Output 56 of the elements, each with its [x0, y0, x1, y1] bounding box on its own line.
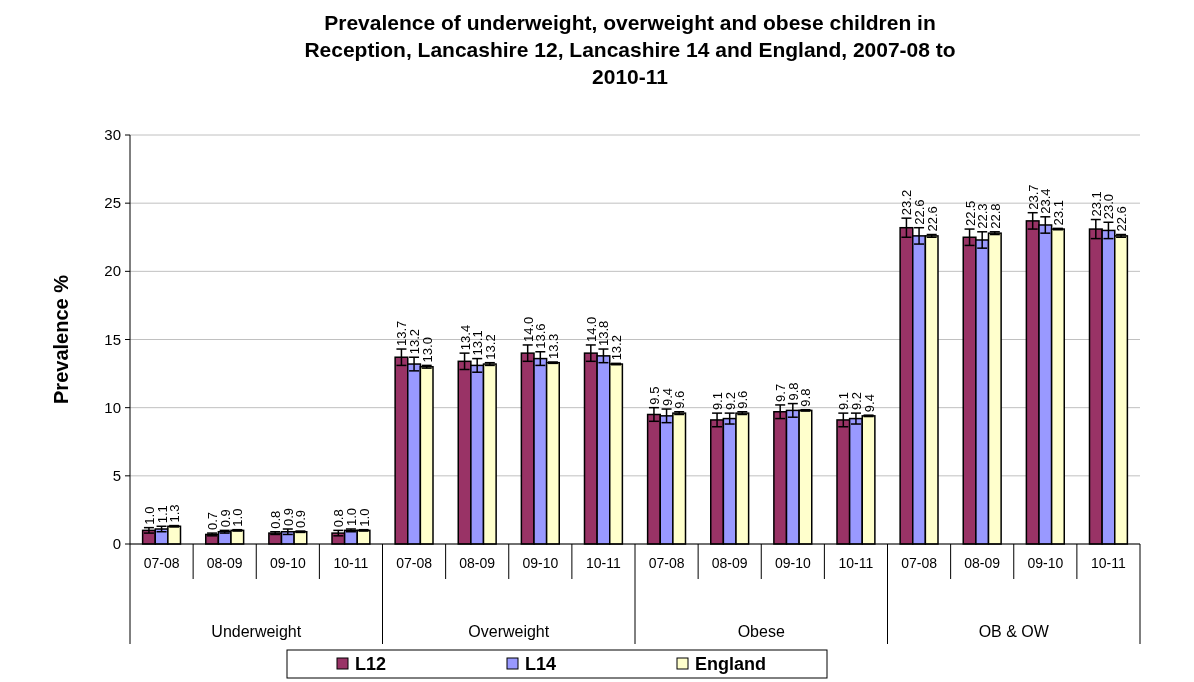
data-label: 23.0	[1101, 193, 1117, 220]
legend-label: L14	[525, 654, 557, 674]
legend-label: L12	[355, 654, 387, 674]
data-label: 9.4	[861, 394, 877, 413]
text: Overweight	[468, 623, 550, 640]
x-tick-label: 09-10	[522, 555, 559, 571]
x-tick-label: 10-11	[586, 555, 622, 571]
data-label: 23.7	[1025, 184, 1041, 210]
x-tick-label: 09-10	[774, 555, 811, 571]
data-label: 1.1	[154, 505, 170, 524]
data-label: 22.5	[962, 200, 978, 227]
chart-title: Prevalence of underweight, overweight and obese children in Reception, Lancashire 12, Lancashire 14 and England, 2007-08 to 2010-11	[304, 11, 956, 88]
x-tick-label: 07-08	[143, 555, 180, 571]
text: OB & OW	[978, 623, 1050, 640]
data-label: 22.6	[1114, 206, 1130, 232]
data-label: 1.0	[230, 508, 246, 527]
y-tick-label: 25	[104, 194, 121, 212]
y-tick-label: 30	[104, 126, 121, 143]
data-label: 9.6	[735, 390, 751, 409]
x-tick-label: 08-09	[711, 555, 748, 571]
x-tick-label: 10-11	[1091, 555, 1127, 571]
x-tick-label: 07-08	[901, 555, 938, 571]
y-tick-label: 5	[112, 466, 121, 484]
data-label: 13.7	[394, 320, 410, 347]
x-tick-label: 08-09	[206, 555, 243, 571]
data-label: 9.4	[659, 387, 675, 407]
data-label: 14.0	[583, 316, 599, 342]
data-label: 23.2	[899, 189, 915, 216]
data-label: 9.5	[646, 386, 662, 405]
y-tick-label: 15	[104, 330, 121, 348]
data-label: 1.0	[356, 508, 372, 527]
data-label: 13.2	[609, 335, 625, 361]
data-label: 9.8	[798, 388, 814, 407]
x-tick-label: 10-11	[838, 555, 874, 571]
y-tick-label: 10	[104, 398, 121, 416]
x-tick-label: 07-08	[648, 555, 685, 571]
x-tick-label: 09-10	[1027, 555, 1064, 571]
y-tick-label: 20	[104, 262, 121, 280]
x-tick-label: 10-11	[333, 555, 369, 571]
x-tick-label: 08-09	[964, 555, 1001, 571]
data-label: 23.1	[1088, 191, 1104, 217]
data-label: 13.8	[596, 320, 612, 347]
data-label: 13.4	[457, 324, 473, 351]
data-label: 14.0	[520, 316, 536, 342]
data-label: 1.0	[141, 506, 157, 525]
x-tick-label: 08-09	[459, 555, 496, 571]
y-tick-label: 0	[112, 535, 121, 552]
text: Obese	[737, 623, 785, 640]
data-label: 0.9	[293, 509, 309, 529]
x-tick-label: 09-10	[269, 555, 306, 571]
y-axis-title: Prevalence %	[50, 274, 72, 404]
x-tick-label: 07-08	[396, 555, 433, 571]
data-label: 9.6	[672, 390, 688, 409]
text: Underweight	[211, 623, 302, 640]
data-label: 1.3	[167, 504, 183, 523]
legend-label: England	[695, 654, 766, 674]
